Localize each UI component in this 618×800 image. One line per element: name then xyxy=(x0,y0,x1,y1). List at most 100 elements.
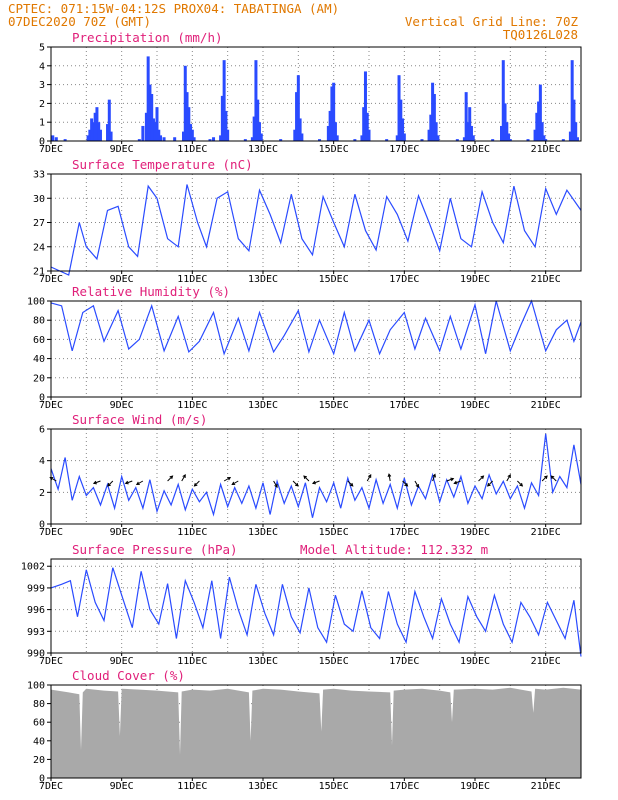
precip-ytick-label: 1 xyxy=(39,118,45,129)
precip-bar xyxy=(107,99,111,141)
wind-arrow xyxy=(223,477,231,482)
precip-bar xyxy=(173,137,177,141)
wind-arrowhead xyxy=(169,475,174,480)
precip-bar xyxy=(574,122,578,141)
wind-arrow xyxy=(303,475,310,482)
wind-arrowhead xyxy=(92,480,97,485)
wind-xtick-label: 9DEC xyxy=(110,527,134,538)
precip-bar xyxy=(363,71,367,141)
wind-arrow xyxy=(136,480,144,485)
wind-arrow xyxy=(517,480,523,487)
rh-line xyxy=(50,299,582,356)
wind-xtick-label: 7DEC xyxy=(39,527,63,538)
panels: Precipitation (mm/h)7DEC 9DEC 11DEC 13DEC 15… xyxy=(21,30,582,792)
precip-bar xyxy=(572,99,576,141)
precip-bar xyxy=(575,137,579,141)
pres-xtick-label: 7DEC xyxy=(39,656,63,667)
precip-bar xyxy=(256,99,260,141)
wind-ytick-label: 6 xyxy=(39,425,45,436)
temp-title: Surface Temperature (nC) xyxy=(72,157,253,172)
precip-bar xyxy=(51,135,55,141)
wind-arrowhead xyxy=(519,482,524,487)
precip-bar xyxy=(335,135,339,141)
cloud-area xyxy=(51,687,581,778)
precip-bar xyxy=(466,122,470,141)
wind-arrowhead xyxy=(303,475,308,480)
pres-frame xyxy=(50,558,582,654)
cloud-ytick-label: 0 xyxy=(39,774,45,785)
wind-arrow xyxy=(478,475,484,482)
wind-arrow xyxy=(194,480,200,487)
rh-xtick-label: 19DEC xyxy=(460,400,490,411)
rh-title: Relative Humidity (%) xyxy=(72,284,230,299)
wind-frame xyxy=(50,428,582,525)
precip-bar xyxy=(54,137,58,141)
cloud-ytick-label: 40 xyxy=(33,736,45,747)
precip-bar xyxy=(401,118,405,141)
pres-panel: Surface Pressure (hPa) Model Altitude: 11… xyxy=(21,542,582,667)
precip-bar xyxy=(298,118,302,141)
temp-frame xyxy=(50,173,582,272)
precip-bar xyxy=(300,133,304,141)
precip-bar xyxy=(279,139,283,141)
precip-bar xyxy=(208,139,212,141)
pres-line xyxy=(50,567,582,657)
cloud-xtick-label: 17DEC xyxy=(389,781,419,792)
wind-arrow xyxy=(93,480,101,484)
precip-xtick-label: 19DEC xyxy=(460,144,490,155)
precip-bar xyxy=(328,110,332,141)
pres-xtick-label: 13DEC xyxy=(248,656,278,667)
precip-bar xyxy=(151,118,155,141)
wind-arrowhead xyxy=(544,475,548,480)
wind-arrow xyxy=(432,474,436,482)
pres-xtick-label: 11DEC xyxy=(177,656,207,667)
precip-xtick-label: 11DEC xyxy=(177,144,207,155)
wind-arrow xyxy=(125,480,133,484)
precip-bar xyxy=(365,112,369,141)
precip-bar xyxy=(157,129,161,141)
precip-bar xyxy=(385,139,389,141)
cloud-title: Cloud Cover (%) xyxy=(72,668,185,683)
rh-xtick-label: 21DEC xyxy=(531,400,561,411)
precip-bar xyxy=(360,135,364,141)
cloud-ytick-label: 60 xyxy=(33,718,45,729)
temp-xtick-label: 9DEC xyxy=(110,274,134,285)
temp-panel: Surface Temperature (nC) 7DEC 9DEC 11DEC 13D… xyxy=(33,157,582,285)
precip-bar xyxy=(159,135,163,141)
temp-line xyxy=(50,184,582,276)
pres-annotation: Model Altitude: 112.332 m xyxy=(300,542,488,557)
temp-ytick-label: 33 xyxy=(33,170,45,181)
precip-bar xyxy=(153,122,157,141)
wind-arrow xyxy=(506,474,511,482)
rh-ytick-label: 40 xyxy=(33,354,45,365)
wind-arrow xyxy=(181,474,186,482)
wind-arrowhead xyxy=(550,475,555,480)
cloud-xtick-label: 21DEC xyxy=(531,781,561,792)
wind-arrow xyxy=(388,474,391,482)
precip-bar xyxy=(535,112,539,141)
rh-ytick-label: 20 xyxy=(33,373,45,384)
precip-bar xyxy=(150,94,154,141)
precip-bar xyxy=(568,131,572,141)
pres-ytick-label: 1002 xyxy=(21,562,45,573)
wind-panel: Surface Wind (m/s) 7DEC 9DEC 11DEC 13DEC 15DE… xyxy=(39,412,582,538)
precip-bar xyxy=(420,139,424,141)
header-model-id: TQ0126L028 xyxy=(503,27,578,42)
pres-xtick-label: 17DEC xyxy=(389,656,419,667)
wind-ytick-label: 0 xyxy=(39,520,45,531)
precip-bar xyxy=(189,124,193,141)
precip-bar xyxy=(162,137,166,141)
rh-frame xyxy=(50,300,582,398)
wind-arrow xyxy=(446,478,454,482)
precip-bar xyxy=(353,139,357,141)
precip-bar xyxy=(98,129,102,141)
wind-arrow xyxy=(292,480,299,487)
rh-xtick-label: 17DEC xyxy=(389,400,419,411)
precip-bar xyxy=(296,75,300,141)
precip-bar xyxy=(436,135,440,141)
cloud-ytick-label: 100 xyxy=(27,681,45,692)
precip-bar xyxy=(190,129,194,141)
precip-ytick-label: 5 xyxy=(39,43,45,54)
precip-bar xyxy=(561,139,565,141)
precip-bar xyxy=(508,139,512,141)
